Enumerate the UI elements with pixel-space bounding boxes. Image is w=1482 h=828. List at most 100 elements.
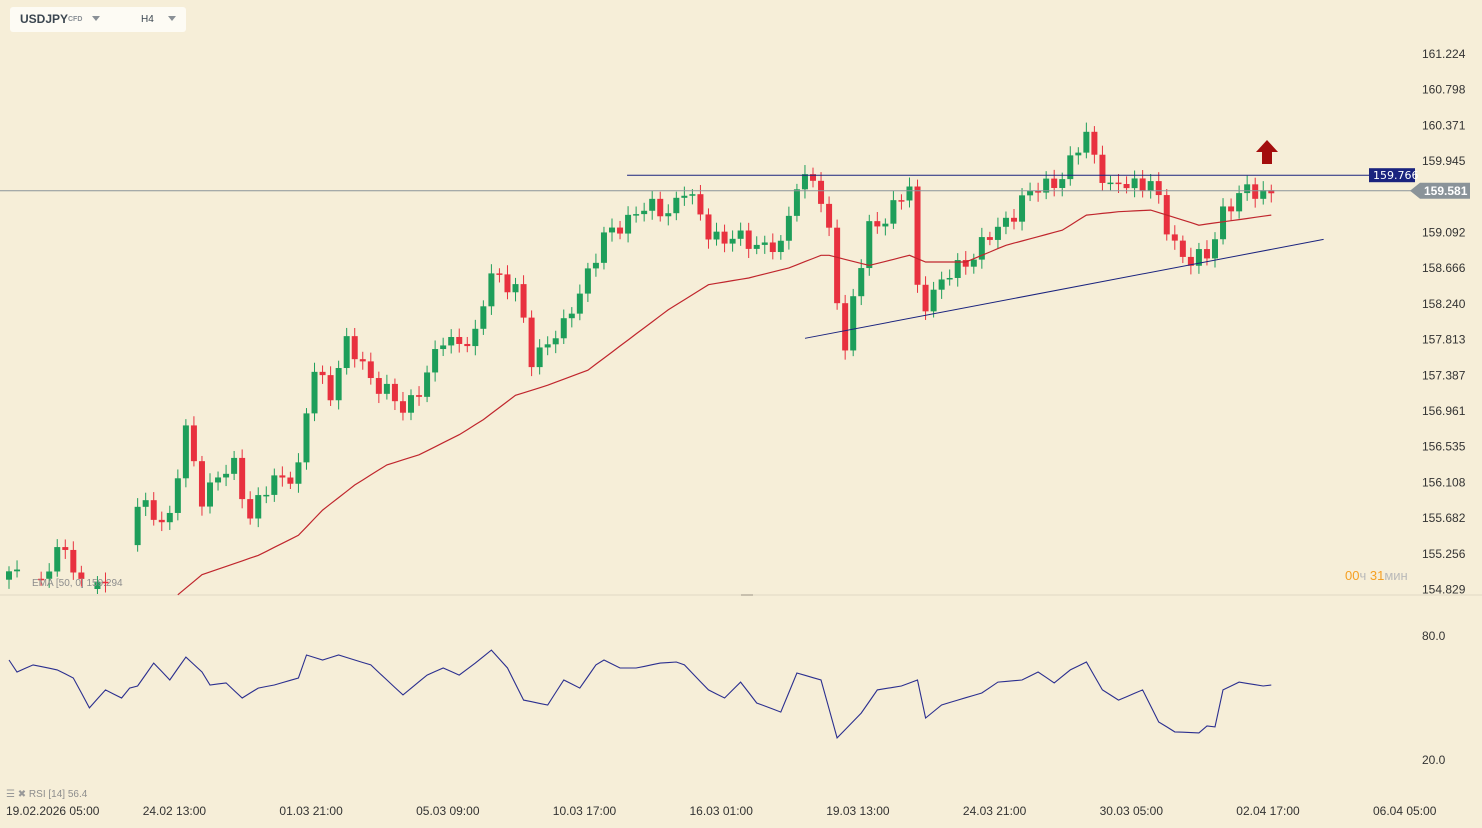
candle-body bbox=[1131, 178, 1138, 189]
candle-body bbox=[295, 462, 302, 484]
candle-body bbox=[215, 477, 222, 483]
level-tag bbox=[1369, 168, 1415, 183]
candle-body bbox=[343, 336, 350, 369]
candle-body bbox=[906, 186, 913, 201]
timer-hours-unit: ч bbox=[1359, 568, 1367, 583]
candle-body bbox=[810, 174, 816, 181]
candle-body bbox=[737, 230, 744, 239]
candle-body bbox=[303, 413, 310, 463]
candle-body bbox=[609, 227, 615, 233]
candle-body bbox=[954, 260, 961, 278]
candle-body bbox=[46, 571, 53, 579]
candle-body bbox=[231, 457, 238, 474]
candle-body bbox=[1107, 182, 1114, 185]
candle-body bbox=[255, 495, 262, 519]
ema-legend-text: EMA [50, 0] 159.294 bbox=[32, 578, 123, 589]
candle-body bbox=[657, 198, 664, 217]
candle-body bbox=[914, 186, 921, 285]
candle-body bbox=[600, 232, 607, 263]
candle-body bbox=[898, 200, 905, 202]
candle-body bbox=[247, 499, 254, 519]
candle-body bbox=[1244, 184, 1251, 194]
candle-body bbox=[584, 268, 591, 294]
time-axis-label: 19.02.2026 05:00 bbox=[6, 804, 100, 818]
candle-body bbox=[625, 214, 632, 234]
time-axis-label: 02.04 17:00 bbox=[1236, 804, 1300, 818]
candle-body bbox=[826, 203, 833, 228]
candle-body bbox=[1067, 155, 1074, 180]
candle-body bbox=[1059, 179, 1066, 188]
candle-body bbox=[520, 284, 527, 318]
candle-body bbox=[689, 194, 696, 196]
candle-body bbox=[1260, 190, 1267, 199]
candle-body bbox=[850, 296, 857, 351]
candle-body bbox=[62, 547, 69, 550]
candle-body bbox=[1228, 206, 1235, 212]
candle-body bbox=[391, 383, 398, 402]
symbol-selector[interactable]: USDJPY CFD H4 bbox=[10, 7, 186, 32]
candle-body bbox=[560, 318, 567, 339]
candle-body bbox=[962, 260, 969, 267]
candle-body bbox=[834, 227, 841, 304]
candle-body bbox=[263, 494, 270, 497]
price-axis-label: 154.829 bbox=[1422, 583, 1466, 597]
candle-body bbox=[649, 198, 656, 211]
symbol-type: CFD bbox=[68, 16, 83, 23]
candle-body bbox=[1268, 190, 1275, 194]
candle-body bbox=[705, 214, 712, 240]
candle-body bbox=[327, 375, 334, 401]
timer-minutes-unit: мин bbox=[1384, 568, 1408, 583]
candle-body bbox=[818, 180, 825, 204]
candle-timer: 00ч 31мин bbox=[1345, 568, 1408, 583]
candle-body bbox=[1091, 131, 1098, 155]
candle-body bbox=[166, 512, 173, 523]
timeframe-selector[interactable]: H4 bbox=[141, 14, 154, 25]
candle-body bbox=[1147, 181, 1154, 191]
price-axis-label: 156.535 bbox=[1422, 440, 1466, 454]
candle-body bbox=[279, 475, 286, 478]
candle-body bbox=[761, 242, 768, 245]
candle-body bbox=[970, 259, 977, 267]
candle-body bbox=[512, 284, 519, 293]
indicator-remove-icon[interactable]: ✖ bbox=[17, 789, 27, 800]
candle-body bbox=[1043, 178, 1050, 193]
time-axis-label: 01.03 21:00 bbox=[279, 804, 343, 818]
candle-body bbox=[729, 238, 736, 244]
price-axis-label: 160.371 bbox=[1422, 118, 1466, 132]
support-trendline[interactable] bbox=[804, 238, 1324, 339]
candle-body bbox=[488, 273, 495, 307]
rsi-legend: ☰ ✖ RSI [14] 56.4 bbox=[6, 789, 87, 800]
timer-hours: 00 bbox=[1345, 568, 1360, 583]
level-label: 159.766 bbox=[1373, 169, 1419, 182]
candle-body bbox=[1115, 182, 1122, 185]
current-price-label: 159.581 bbox=[1424, 184, 1468, 198]
candle-body bbox=[102, 581, 109, 584]
price-axis-label: 161.224 bbox=[1422, 47, 1466, 61]
indicator-settings-icon[interactable]: ☰ bbox=[6, 789, 15, 800]
candle-body bbox=[882, 223, 889, 227]
candle-body bbox=[190, 425, 197, 462]
candle-body bbox=[1155, 181, 1162, 196]
timeframe-dropdown-icon[interactable] bbox=[168, 16, 176, 21]
candle-body bbox=[1212, 239, 1218, 259]
candle-body bbox=[14, 569, 21, 572]
symbol-dropdown-icon[interactable] bbox=[92, 16, 100, 21]
candle-body bbox=[576, 293, 583, 314]
candle-body bbox=[1051, 178, 1058, 188]
candle-body bbox=[440, 345, 447, 350]
candle-body bbox=[994, 226, 1001, 240]
arrow-up-icon bbox=[1256, 140, 1278, 164]
candle-body bbox=[223, 473, 230, 478]
candle-body bbox=[842, 303, 849, 351]
price-axis-label: 159.945 bbox=[1422, 154, 1466, 168]
time-axis-label: 06.04 05:00 bbox=[1373, 804, 1437, 818]
candle-body bbox=[946, 277, 953, 280]
candle-body bbox=[271, 475, 278, 495]
time-axis-label: 24.02 13:00 bbox=[143, 804, 207, 818]
candle-body bbox=[480, 306, 487, 329]
pane-resize-handle[interactable] bbox=[741, 594, 753, 596]
candle-body bbox=[1220, 206, 1227, 240]
candle-body bbox=[359, 359, 366, 362]
candle-body bbox=[1075, 152, 1082, 156]
